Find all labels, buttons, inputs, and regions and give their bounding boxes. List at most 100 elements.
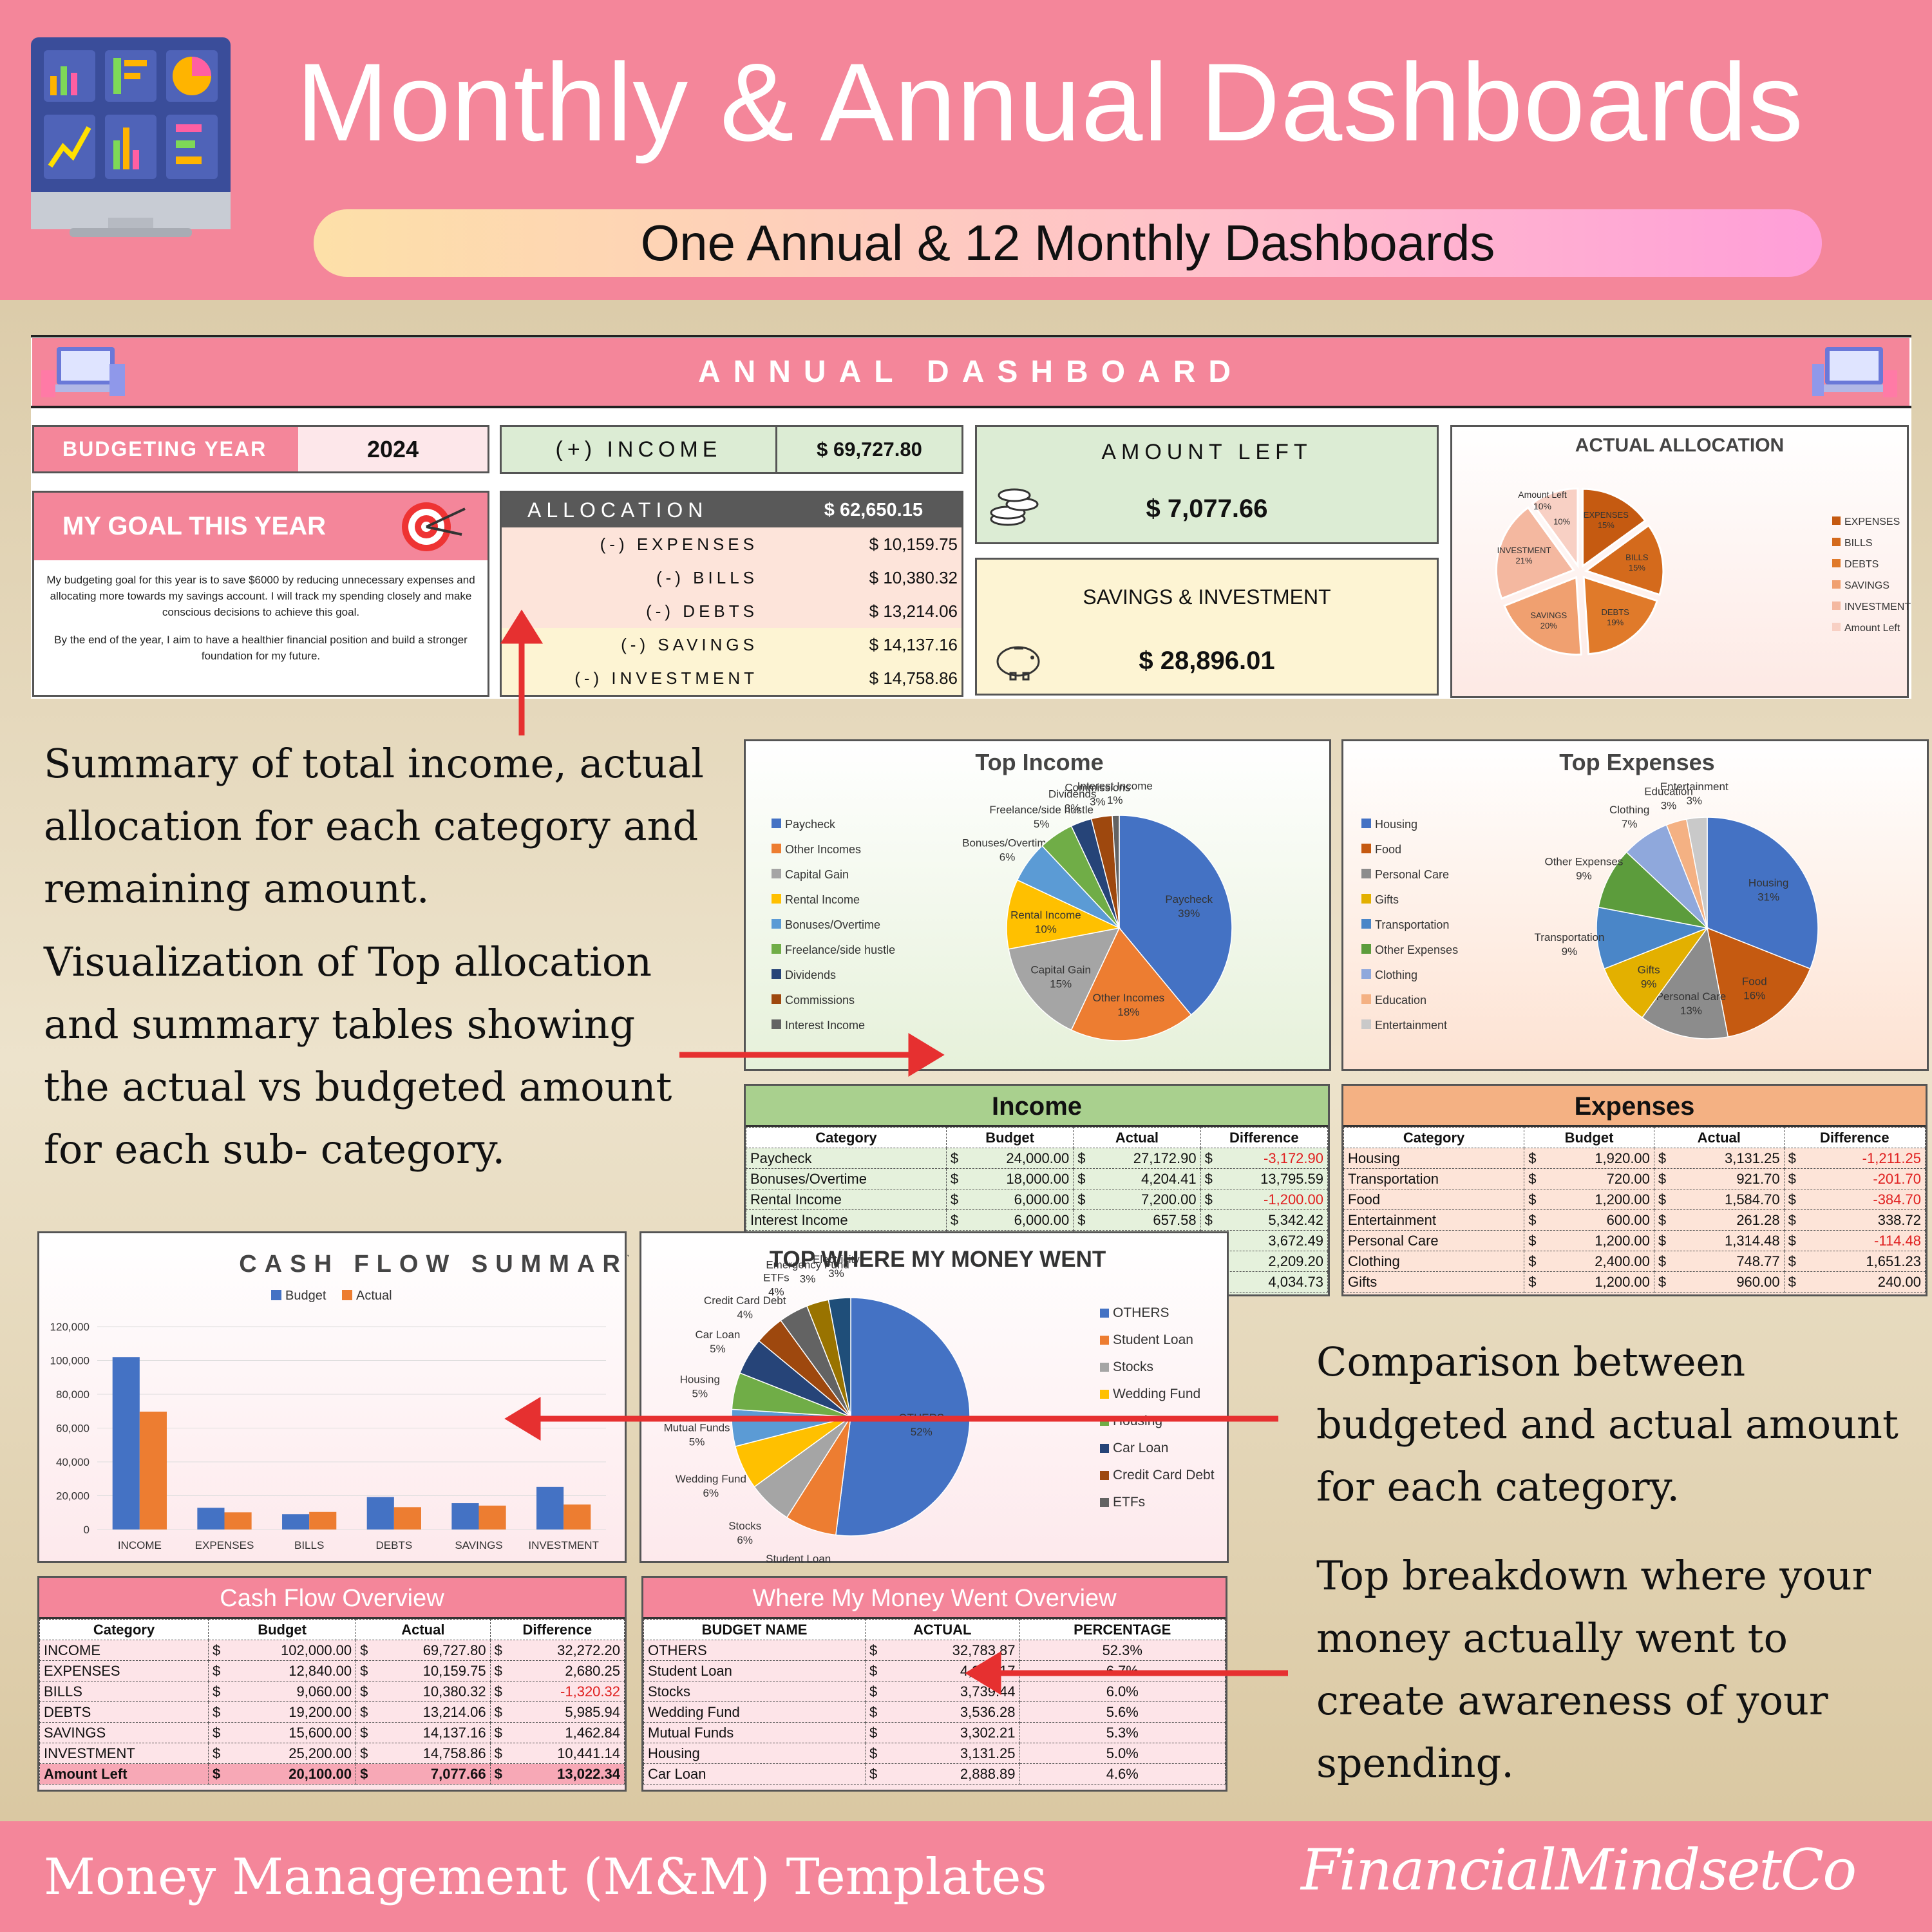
table-row[interactable]: Personal Care $1,200.00 $1,314.48 $ -114.48 bbox=[1343, 1230, 1926, 1251]
actual-allocation-chart: EXPENSES15%BILLS15%DEBTS19%SAVINGS20%INV… bbox=[1495, 487, 1911, 656]
slice-label: Bonuses/Overtime bbox=[962, 837, 1052, 849]
slice-label: SAVINGS bbox=[1530, 611, 1567, 620]
legend-label: OTHERS bbox=[1113, 1305, 1170, 1320]
pie-slice bbox=[1112, 815, 1120, 929]
annotation-visualization: Visualization of Top allocation and summ… bbox=[44, 938, 672, 1173]
legend-swatch bbox=[1100, 1471, 1109, 1480]
bar bbox=[478, 1505, 506, 1530]
table-cell: $ -1,200.00 bbox=[1200, 1189, 1328, 1210]
currency-symbol: $ bbox=[1658, 1253, 1667, 1269]
allocation-row-label: (-) EXPENSES bbox=[600, 534, 758, 554]
table-cell: 4.6% bbox=[1019, 1763, 1226, 1785]
chart-title: TOP WHERE MY MONEY WENT bbox=[770, 1247, 1106, 1272]
cell-value: 600.00 bbox=[1606, 1211, 1650, 1228]
currency-symbol: $ bbox=[1658, 1191, 1667, 1208]
table-row[interactable]: Mutual Funds $3,302.21 5.3% bbox=[643, 1722, 1226, 1743]
table-cell: OTHERS bbox=[643, 1640, 866, 1661]
table-cell: $3,536.28 bbox=[864, 1701, 1020, 1723]
table-row[interactable]: Clothing $2,400.00 $748.77 $1,651.23 bbox=[1343, 1251, 1926, 1272]
legend-label: Entertainment bbox=[1375, 1019, 1447, 1032]
table-row[interactable]: Gifts $1,200.00 $960.00 $240.00 bbox=[1343, 1271, 1926, 1293]
legend-label: Education bbox=[1375, 994, 1426, 1007]
legend-swatch bbox=[342, 1290, 352, 1300]
slice-percent: 5% bbox=[689, 1436, 705, 1448]
table-cell: $13,022.34 bbox=[489, 1763, 625, 1785]
currency-symbol: $ bbox=[494, 1662, 502, 1679]
savings-label: SAVINGS & INVESTMENT bbox=[1083, 585, 1331, 609]
slice-percent: 6% bbox=[737, 1534, 753, 1546]
table-cell: $3,131.25 bbox=[864, 1743, 1020, 1764]
table-row[interactable]: Amount Left $20,100.00 $7,077.66 $13,022.34 bbox=[39, 1763, 625, 1785]
table-row[interactable]: Car Loan $2,888.89 4.6% bbox=[643, 1763, 1226, 1785]
slice-label: Rental Income bbox=[1010, 909, 1081, 922]
legend-label: DEBTS bbox=[1844, 559, 1879, 570]
legend-label: Clothing bbox=[1375, 969, 1417, 981]
table-row[interactable]: INCOME $102,000.00 $69,727.80 $32,272.20 bbox=[39, 1640, 625, 1661]
table-row[interactable]: BILLS $9,060.00 $10,380.32 $ -1,320.32 bbox=[39, 1681, 625, 1702]
cell-value: 657.58 bbox=[1153, 1211, 1197, 1228]
cell-value: 3,302.21 bbox=[960, 1724, 1016, 1741]
cell-value: 960.00 bbox=[1736, 1273, 1780, 1290]
table-row[interactable]: DEBTS $19,200.00 $13,214.06 $5,985.94 bbox=[39, 1701, 625, 1723]
legend-swatch bbox=[1361, 944, 1371, 954]
allocation-value: $ 62,650.15 bbox=[824, 499, 923, 520]
cell-value: 2,888.89 bbox=[960, 1765, 1016, 1782]
goal-text-1[interactable]: My budgeting goal for this year is to sa… bbox=[46, 574, 475, 618]
table-row[interactable]: Rental Income $6,000.00 $7,200.00 $ -1,200.0… bbox=[746, 1189, 1328, 1210]
table-header: Difference bbox=[1783, 1127, 1926, 1148]
table-cell: $240.00 bbox=[1783, 1271, 1926, 1293]
laptop-icon-left bbox=[39, 345, 129, 401]
pie-slice bbox=[1604, 927, 1709, 1019]
bar bbox=[451, 1503, 479, 1530]
cell-value: -114.48 bbox=[1874, 1232, 1921, 1249]
table-row[interactable]: Interest Income $6,000.00 $657.58 $5,342.42 bbox=[746, 1209, 1328, 1231]
table-row[interactable]: SAVINGS $15,600.00 $14,137.16 $1,462.84 bbox=[39, 1722, 625, 1743]
legend-swatch bbox=[1832, 538, 1841, 546]
allocation-row-value: $ 10,159.75 bbox=[869, 534, 958, 554]
legend-label: Interest Income bbox=[785, 1019, 865, 1032]
table-cell: $10,441.14 bbox=[489, 1743, 625, 1764]
table-cell: Paycheck bbox=[746, 1148, 947, 1169]
cell-value: 9,060.00 bbox=[296, 1683, 352, 1700]
currency-symbol: $ bbox=[213, 1765, 221, 1782]
table-row[interactable]: OTHERS $32,783.87 52.3% bbox=[643, 1640, 1226, 1661]
cell-value: 3,131.25 bbox=[1724, 1150, 1780, 1166]
table-row[interactable]: Food $1,200.00 $1,584.70 $ -384.70 bbox=[1343, 1189, 1926, 1210]
slice-label: Education bbox=[1644, 786, 1693, 798]
legend-swatch bbox=[1832, 580, 1841, 589]
cell-value: 2,400.00 bbox=[1595, 1253, 1650, 1269]
actual-allocation-title: ACTUAL ALLOCATION bbox=[1575, 435, 1785, 456]
y-tick-label: 20,000 bbox=[56, 1490, 90, 1502]
legend-swatch bbox=[1361, 894, 1371, 904]
currency-symbol: $ bbox=[213, 1642, 221, 1658]
currency-symbol: $ bbox=[950, 1170, 959, 1187]
table-row[interactable]: Transportation $720.00 $921.70 $ -201.70 bbox=[1343, 1168, 1926, 1189]
income-label: (+) INCOME bbox=[555, 437, 722, 462]
currency-symbol: $ bbox=[950, 1211, 959, 1228]
cell-value: 338.72 bbox=[1877, 1211, 1921, 1228]
slice-percent: 9% bbox=[1562, 945, 1578, 958]
cell-value: 5,342.42 bbox=[1268, 1211, 1323, 1228]
table-cell: Gifts bbox=[1343, 1271, 1525, 1293]
cell-value: -1,320.32 bbox=[560, 1683, 620, 1700]
table-cell: $2,888.89 bbox=[864, 1763, 1020, 1785]
legend-swatch bbox=[1361, 844, 1371, 853]
legend-swatch bbox=[1100, 1336, 1109, 1345]
table-row[interactable]: INVESTMENT $25,200.00 $14,758.86 $10,441.14 bbox=[39, 1743, 625, 1764]
table-row[interactable]: Bonuses/Overtime $18,000.00 $4,204.41 $13,7… bbox=[746, 1168, 1328, 1189]
goal-text-2[interactable]: By the end of the year, I aim to have a … bbox=[54, 634, 468, 662]
currency-symbol: $ bbox=[360, 1683, 368, 1700]
table-cell: INCOME bbox=[39, 1640, 209, 1661]
legend-label: Commissions bbox=[785, 994, 855, 1007]
table-header: Budget bbox=[945, 1127, 1074, 1148]
table-row[interactable]: EXPENSES $12,840.00 $10,159.75 $2,680.25 bbox=[39, 1660, 625, 1681]
budgeting-year-value[interactable]: 2024 bbox=[298, 427, 488, 471]
table-row[interactable]: Wedding Fund $3,536.28 5.6% bbox=[643, 1701, 1226, 1723]
currency-symbol: $ bbox=[950, 1191, 959, 1208]
cell-value: 14,137.16 bbox=[422, 1724, 486, 1741]
top-expenses-panel: Top Expenses Housing Food Personal Care Gift… bbox=[1341, 739, 1929, 1071]
currency-symbol: $ bbox=[1077, 1191, 1086, 1208]
table-row[interactable]: Housing $3,131.25 5.0% bbox=[643, 1743, 1226, 1764]
table-header: Category bbox=[1343, 1127, 1525, 1148]
slice-percent: 7% bbox=[1622, 818, 1638, 830]
